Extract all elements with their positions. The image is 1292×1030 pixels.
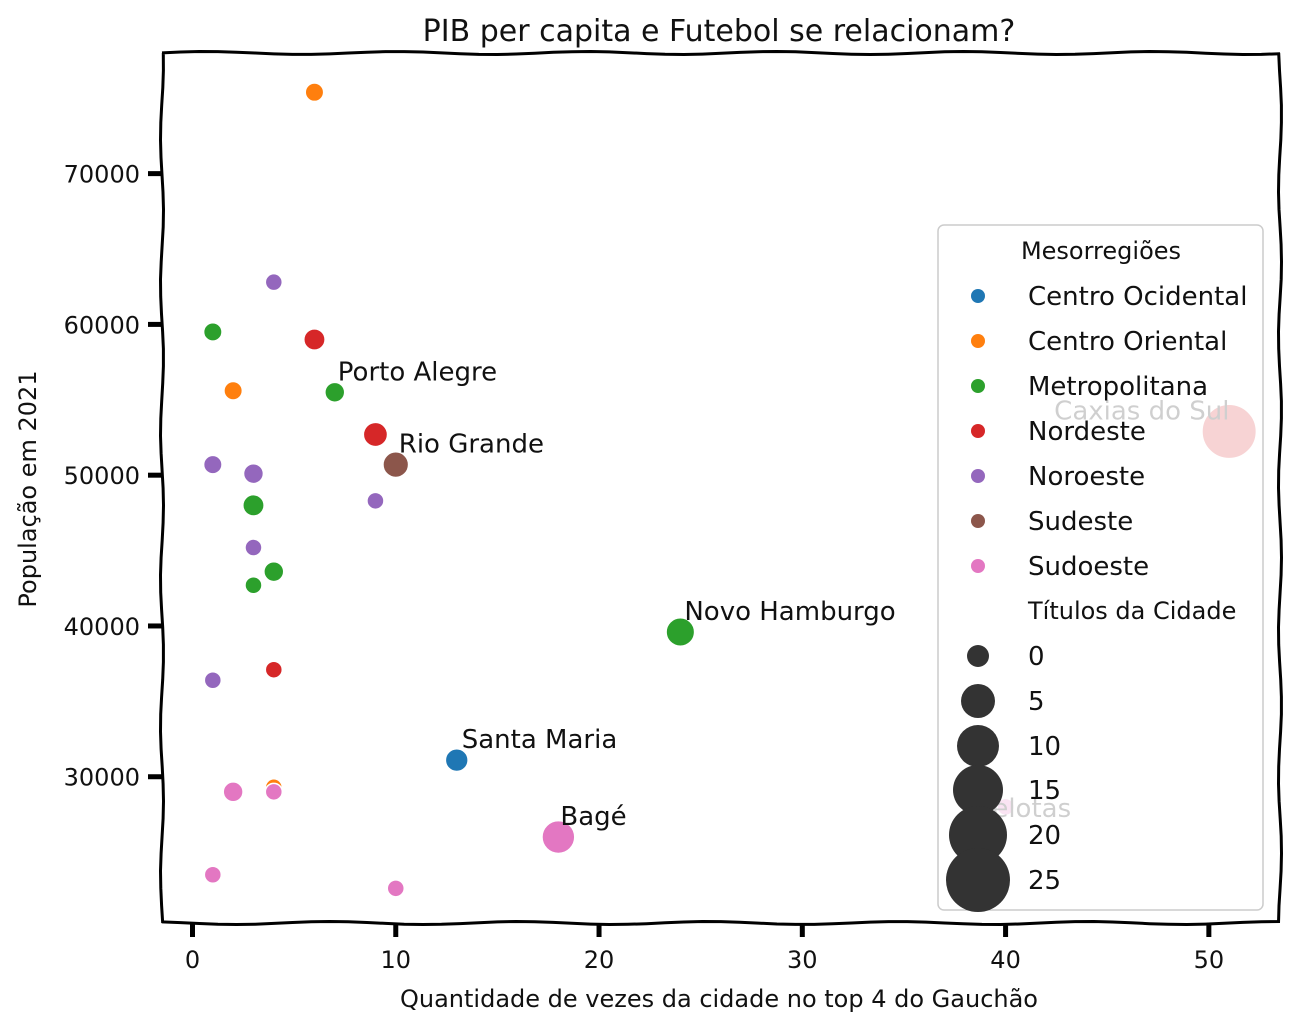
scatter-point [244, 538, 263, 557]
legend-size-marker [946, 848, 1010, 912]
scatter-point [263, 560, 285, 583]
legend-marker [971, 469, 985, 483]
legend-size-label: 10 [1028, 732, 1061, 762]
legend-size-title: Títulos da Cidade [1027, 597, 1236, 625]
legend-label: Noroeste [1028, 462, 1145, 492]
x-tick-label: 10 [380, 946, 411, 974]
scatter-point [222, 781, 244, 803]
y-tick-label: 70000 [64, 161, 140, 189]
legend-size-items: 0 5 10 15 20 25 [946, 642, 1061, 912]
legend-label: Sudoeste [1028, 552, 1149, 582]
chart-title: PIB per capita e Futebol se relacionam? [423, 14, 1016, 49]
point-label: Santa Maria [462, 725, 618, 755]
legend-label: Sudeste [1028, 507, 1133, 537]
scatter-point [264, 660, 284, 679]
legend-marker [971, 424, 985, 438]
legend-marker [971, 514, 985, 528]
y-tick-label: 40000 [64, 613, 140, 641]
scatter-point [386, 879, 406, 898]
legend-marker [971, 334, 985, 348]
legend-hue-items: Centro Ocidental Centro Oriental Metropoli… [971, 282, 1247, 582]
x-tick-label: 0 [185, 946, 200, 974]
legend-label: Metropolitana [1028, 372, 1208, 402]
legend-size-marker [967, 645, 989, 667]
scatter-point [202, 454, 223, 475]
scatter-point [324, 381, 346, 403]
y-tick-label: 60000 [64, 311, 140, 339]
x-tick-label: 20 [584, 946, 615, 974]
legend-marker [971, 379, 985, 393]
point-label: Rio Grande [399, 430, 544, 460]
legend-marker [971, 559, 985, 573]
point-label: Novo Hamburgo [684, 597, 895, 627]
legend: Mesorregiões Títulos da Cidade Centro Oc… [937, 224, 1264, 912]
legend-box [937, 224, 1264, 911]
scatter-point [242, 462, 265, 485]
legend-size-label: 5 [1028, 687, 1045, 717]
scatter-point [242, 493, 265, 517]
legend-label: Nordeste [1028, 417, 1146, 447]
y-axis: 30000 40000 50000 60000 70000 [64, 161, 162, 792]
scatter-point [202, 321, 223, 342]
scatter-point [264, 272, 284, 292]
legend-label: Centro Oriental [1028, 327, 1227, 357]
x-tick-label: 30 [787, 946, 818, 974]
legend-size-label: 25 [1028, 866, 1061, 896]
legend-size-label: 20 [1028, 821, 1061, 851]
scatter-point [223, 380, 244, 401]
scatter-point [303, 328, 326, 351]
scatter-point [244, 576, 263, 595]
scatter-point [366, 491, 385, 511]
scatter-point [203, 670, 223, 690]
scatter-point [362, 421, 389, 448]
legend-size-marker [961, 684, 995, 718]
x-tick-label: 40 [990, 946, 1021, 974]
point-label: Bagé [560, 802, 626, 832]
scatter-point [665, 616, 696, 648]
legend-size-marker [957, 725, 999, 767]
legend-size-marker [949, 806, 1007, 864]
y-tick-label: 50000 [64, 462, 140, 490]
x-axis: 0 10 20 30 40 50 [185, 923, 1224, 974]
legend-size-marker [953, 765, 1003, 815]
legend-label: Centro Ocidental [1028, 282, 1247, 312]
x-axis-label: Quantidade de vezes da cidade no top 4 d… [400, 985, 1038, 1013]
scatter-point [382, 451, 410, 479]
scatter-point [304, 82, 325, 103]
scatter-point [541, 819, 576, 855]
scatter-point [444, 748, 469, 773]
legend-size-label: 0 [1028, 642, 1045, 672]
y-tick-label: 30000 [64, 764, 140, 792]
legend-hue-title: Mesorregiões [1021, 237, 1181, 265]
point-label: Porto Alegre [338, 357, 497, 387]
legend-marker [971, 289, 985, 303]
scatter-point [203, 865, 223, 885]
plot-frame [158, 49, 1284, 927]
x-tick-label: 50 [1194, 946, 1225, 974]
legend-size-label: 15 [1028, 776, 1061, 806]
y-axis-label: População em 2021 [14, 370, 42, 607]
scatter-point [264, 782, 284, 802]
